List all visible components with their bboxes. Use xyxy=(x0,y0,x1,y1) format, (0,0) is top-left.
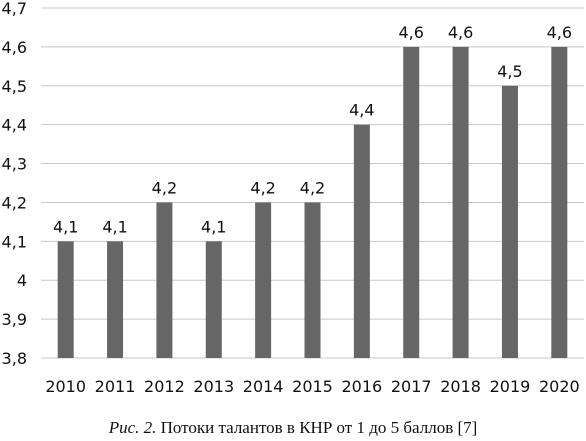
y-tick-label: 4,4 xyxy=(2,116,27,135)
data-label: 4,6 xyxy=(547,23,572,42)
data-label: 4,2 xyxy=(300,178,325,197)
x-tick-label: 2016 xyxy=(342,377,383,396)
y-tick-label: 4,3 xyxy=(2,155,27,174)
x-tick-label: 2013 xyxy=(193,377,234,396)
figure-caption: Рис. 2. Потоки талантов в КНР от 1 до 5 … xyxy=(0,418,586,438)
x-tick-label: 2020 xyxy=(539,377,580,396)
x-tick-label: 2014 xyxy=(243,377,284,396)
data-label: 4,6 xyxy=(399,23,424,42)
y-tick-label: 4,2 xyxy=(2,193,27,212)
y-tick-label: 3,8 xyxy=(2,349,27,368)
y-tick-label: 4 xyxy=(17,271,27,290)
bar xyxy=(255,202,272,358)
x-tick-label: 2017 xyxy=(391,377,432,396)
bar xyxy=(353,124,370,359)
data-label: 4,4 xyxy=(349,101,374,120)
caption-text: Потоки талантов в КНР от 1 до 5 баллов [… xyxy=(156,418,478,437)
data-label: 4,1 xyxy=(102,217,127,236)
data-labels: 4,1 4,1 4,2 4,1 4,2 4,2 4,4 4,6 4,6 4,5 4,6 xyxy=(53,23,572,236)
x-tick-label: 2018 xyxy=(440,377,481,396)
data-label: 4,2 xyxy=(152,178,177,197)
x-tick-label: 2010 xyxy=(45,377,86,396)
y-axis-ticks: 3,8 3,9 4 4,1 4,2 4,3 4,4 4,5 4,6 4,7 xyxy=(2,0,27,368)
bars xyxy=(57,46,568,359)
x-tick-label: 2015 xyxy=(292,377,333,396)
bar xyxy=(452,46,469,359)
data-label: 4,6 xyxy=(448,23,473,42)
bar xyxy=(57,241,74,358)
bar xyxy=(304,202,321,358)
x-tick-label: 2019 xyxy=(490,377,531,396)
y-tick-label: 3,9 xyxy=(2,310,27,329)
x-tick-label: 2011 xyxy=(95,377,136,396)
bar xyxy=(501,85,518,359)
data-label: 4,1 xyxy=(201,217,226,236)
y-tick-label: 4,6 xyxy=(2,38,27,57)
bar xyxy=(403,46,420,359)
y-tick-label: 4,7 xyxy=(2,0,27,18)
x-axis-ticks: 2010 2011 2012 2013 2014 2015 2016 2017 2018 2019… xyxy=(45,377,579,396)
data-label: 4,5 xyxy=(497,62,522,81)
bar xyxy=(156,202,173,358)
y-tick-label: 4,5 xyxy=(2,77,27,96)
bar xyxy=(205,241,222,358)
data-label: 4,2 xyxy=(250,178,275,197)
figure-label: Рис. 2. xyxy=(108,418,157,437)
y-tick-label: 4,1 xyxy=(2,232,27,251)
data-label: 4,1 xyxy=(53,217,78,236)
bar xyxy=(107,241,124,358)
bar xyxy=(551,46,568,359)
x-tick-label: 2012 xyxy=(144,377,185,396)
